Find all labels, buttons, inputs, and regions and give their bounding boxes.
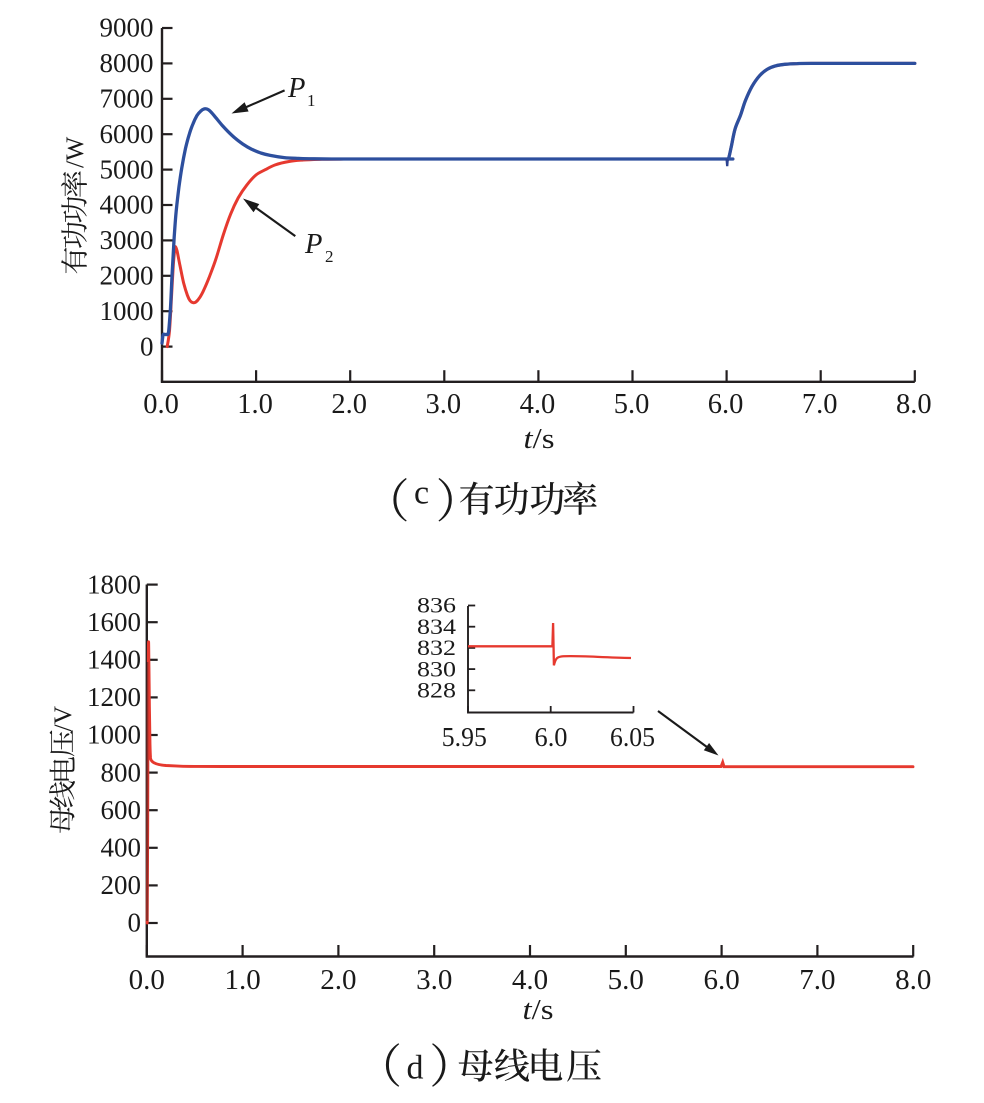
svg-text:5000: 5000 <box>100 154 154 184</box>
svg-text:8.0: 8.0 <box>895 964 931 996</box>
svg-text:1800: 1800 <box>87 569 141 599</box>
svg-text:6.0: 6.0 <box>535 721 568 752</box>
svg-text:P: P <box>287 73 305 104</box>
svg-text:4.0: 4.0 <box>512 964 548 996</box>
svg-text:/W: /W <box>60 136 89 168</box>
svg-text:0.0: 0.0 <box>143 389 179 420</box>
svg-text:1600: 1600 <box>87 607 141 637</box>
svg-text:6.0: 6.0 <box>703 964 739 996</box>
svg-text:6.0: 6.0 <box>708 389 744 420</box>
svg-text:5.0: 5.0 <box>614 389 650 420</box>
svg-text:1: 1 <box>307 91 316 110</box>
svg-text:/V: /V <box>48 705 77 731</box>
svg-text:5.95: 5.95 <box>442 721 487 752</box>
svg-text:2000: 2000 <box>100 261 154 291</box>
svg-text:836: 836 <box>417 593 456 618</box>
svg-text:8000: 8000 <box>100 48 154 78</box>
svg-text:830: 830 <box>417 656 456 681</box>
svg-text:8.0: 8.0 <box>896 389 932 420</box>
svg-text:6000: 6000 <box>100 119 154 149</box>
svg-text:0: 0 <box>128 908 142 938</box>
svg-text:0: 0 <box>140 331 154 361</box>
svg-text:1.0: 1.0 <box>224 964 260 996</box>
svg-text:834: 834 <box>417 614 456 639</box>
svg-text:7000: 7000 <box>100 84 154 114</box>
svg-text:c: c <box>414 475 429 512</box>
svg-text:3.0: 3.0 <box>425 389 461 420</box>
svg-text:832: 832 <box>417 635 456 660</box>
svg-text:1.0: 1.0 <box>237 389 273 420</box>
svg-text:t/s: t/s <box>524 424 555 455</box>
svg-text:4.0: 4.0 <box>520 389 556 420</box>
svg-text:800: 800 <box>101 757 142 787</box>
svg-text:t/s: t/s <box>523 995 554 1026</box>
svg-text:0.0: 0.0 <box>129 964 165 996</box>
svg-text:1200: 1200 <box>87 682 141 712</box>
svg-text:6.05: 6.05 <box>610 721 655 752</box>
svg-text:9000: 9000 <box>100 13 154 43</box>
svg-text:P: P <box>304 229 322 260</box>
svg-text:400: 400 <box>101 833 142 863</box>
svg-text:200: 200 <box>101 870 142 900</box>
svg-text:3.0: 3.0 <box>416 964 452 996</box>
svg-text:d: d <box>407 1050 424 1087</box>
svg-text:5.0: 5.0 <box>608 964 644 996</box>
svg-text:1000: 1000 <box>100 296 154 326</box>
svg-text:7.0: 7.0 <box>799 964 835 996</box>
svg-text:2.0: 2.0 <box>331 389 367 420</box>
svg-text:7.0: 7.0 <box>802 389 838 420</box>
svg-text:3000: 3000 <box>100 225 154 255</box>
svg-text:600: 600 <box>101 795 142 825</box>
svg-text:4000: 4000 <box>100 190 154 220</box>
svg-text:2.0: 2.0 <box>320 964 356 996</box>
svg-text:2: 2 <box>325 247 334 266</box>
svg-text:1000: 1000 <box>87 720 141 750</box>
svg-text:1400: 1400 <box>87 645 141 675</box>
svg-text:828: 828 <box>417 678 456 703</box>
